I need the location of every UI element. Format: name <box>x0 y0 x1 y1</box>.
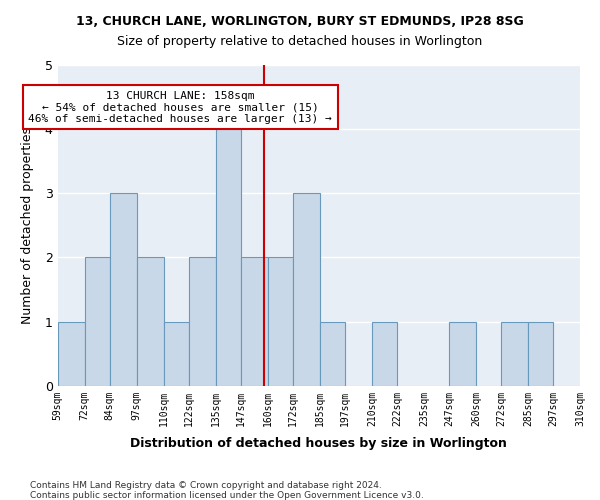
Text: Contains HM Land Registry data © Crown copyright and database right 2024.: Contains HM Land Registry data © Crown c… <box>30 481 382 490</box>
Bar <box>137 258 164 386</box>
Bar <box>320 322 345 386</box>
Bar <box>528 322 553 386</box>
Bar <box>268 258 293 386</box>
Bar <box>372 322 397 386</box>
Bar <box>241 258 268 386</box>
Text: Contains public sector information licensed under the Open Government Licence v3: Contains public sector information licen… <box>30 491 424 500</box>
Y-axis label: Number of detached properties: Number of detached properties <box>20 127 34 324</box>
Text: 13 CHURCH LANE: 158sqm
← 54% of detached houses are smaller (15)
46% of semi-det: 13 CHURCH LANE: 158sqm ← 54% of detached… <box>28 90 332 124</box>
X-axis label: Distribution of detached houses by size in Worlington: Distribution of detached houses by size … <box>130 437 507 450</box>
Bar <box>449 322 476 386</box>
Bar <box>58 322 85 386</box>
Bar <box>293 194 320 386</box>
Bar <box>501 322 528 386</box>
Bar <box>164 322 188 386</box>
Bar <box>188 258 216 386</box>
Bar <box>110 194 137 386</box>
Bar <box>216 129 241 386</box>
Text: Size of property relative to detached houses in Worlington: Size of property relative to detached ho… <box>118 35 482 48</box>
Bar <box>85 258 110 386</box>
Text: 13, CHURCH LANE, WORLINGTON, BURY ST EDMUNDS, IP28 8SG: 13, CHURCH LANE, WORLINGTON, BURY ST EDM… <box>76 15 524 28</box>
